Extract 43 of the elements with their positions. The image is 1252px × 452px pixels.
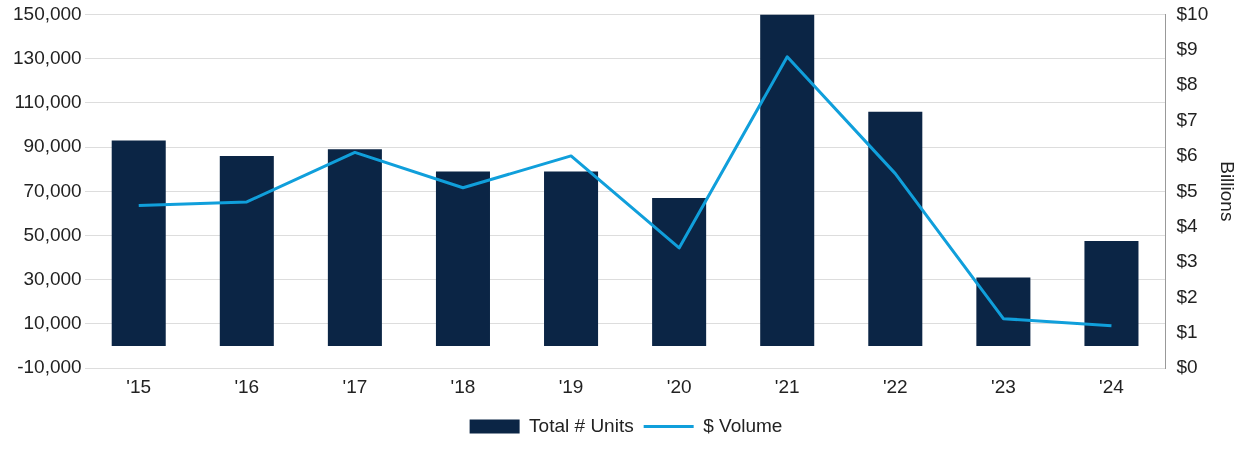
- bar: [435, 171, 490, 347]
- bar: [976, 277, 1031, 347]
- y2-tick-label: $4: [1176, 214, 1199, 236]
- bar: [219, 155, 274, 347]
- bar: [111, 140, 166, 347]
- y2-tick-label: $10: [1176, 2, 1209, 24]
- bar: [327, 149, 382, 347]
- x-tick-label: '17: [342, 375, 368, 397]
- y-tick-label: 50,000: [23, 223, 82, 245]
- y2-tick-label: $9: [1176, 38, 1198, 60]
- y2-tick-label: $1: [1176, 321, 1198, 343]
- y2-tick-label: $3: [1176, 250, 1198, 272]
- x-tick-label: '18: [450, 375, 476, 397]
- legend-label: Total # Units: [529, 414, 634, 436]
- y-tick-label: 90,000: [23, 135, 82, 157]
- y-tick-label: 110,000: [14, 91, 82, 113]
- y-tick-label: 150,000: [12, 2, 82, 24]
- y2-tick-label: $7: [1176, 108, 1198, 130]
- x-tick-label: '23: [990, 375, 1016, 397]
- bar: [544, 171, 599, 347]
- x-tick-label: '20: [666, 375, 692, 397]
- y-tick-label: 130,000: [12, 46, 82, 68]
- y2-axis-title: Billions: [1217, 161, 1239, 222]
- x-tick-label: '24: [1099, 375, 1125, 397]
- x-tick-label: '19: [558, 375, 584, 397]
- x-tick-label: '22: [882, 375, 908, 397]
- bar: [652, 197, 707, 347]
- y-tick-label: 30,000: [23, 267, 82, 289]
- y2-tick-label: $6: [1176, 144, 1198, 166]
- y2-tick-label: $2: [1176, 285, 1198, 307]
- bar: [1084, 241, 1139, 347]
- x-tick-label: '15: [126, 375, 152, 397]
- x-tick-label: '21: [774, 375, 800, 397]
- y-tick-label: 70,000: [23, 179, 82, 201]
- y2-tick-label: $8: [1176, 73, 1198, 95]
- y2-tick-label: $0: [1176, 356, 1198, 378]
- legend-label: $ Volume: [703, 414, 783, 436]
- y-tick-label: -10,000: [17, 356, 82, 378]
- bar: [868, 111, 923, 347]
- y-tick-label: 10,000: [23, 312, 82, 334]
- y2-tick-label: $5: [1176, 179, 1198, 201]
- bar: [760, 14, 815, 347]
- x-tick-label: '16: [234, 375, 260, 397]
